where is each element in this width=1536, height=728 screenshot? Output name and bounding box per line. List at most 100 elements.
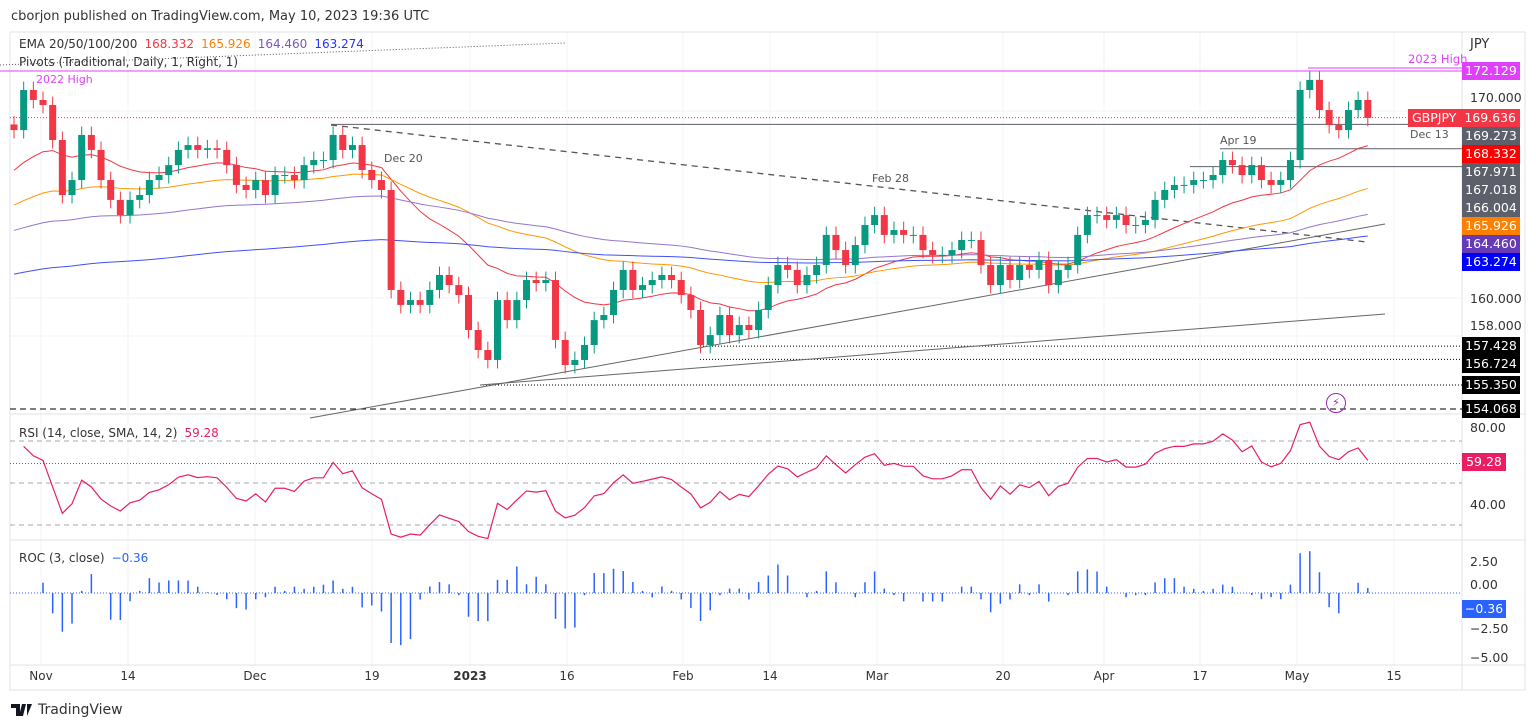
candle-body [426, 289, 434, 305]
candle-body [1083, 215, 1091, 235]
annotation-2022-high: 2022 High [36, 73, 93, 86]
rsi-value-tag: 59.28 [1462, 453, 1506, 471]
candle-body [494, 300, 501, 360]
candle-body [136, 195, 144, 200]
ema200-line [13, 235, 1368, 275]
candle-body [1364, 99, 1372, 118]
candle-body [745, 324, 753, 331]
x-axis-tick: Dec [243, 669, 267, 683]
candle-body [126, 199, 134, 216]
candle-body [629, 269, 637, 290]
roc-legend: ROC (3, close) −0.36 [19, 551, 155, 565]
publish-info: cborjon published on TradingView.com, Ma… [11, 9, 430, 24]
candle-body [503, 300, 511, 321]
candle-body [513, 300, 521, 321]
roc-value: −0.36 [111, 551, 149, 565]
candle-body [726, 315, 734, 336]
candle-body [358, 145, 366, 170]
candle-body [20, 90, 28, 131]
rsi-tick: 40.00 [1470, 497, 1506, 512]
roc-tick: −5.00 [1470, 650, 1509, 665]
roc-tick: 2.50 [1470, 554, 1498, 569]
candle-body [145, 180, 153, 196]
ema-legend: EMA 20/50/100/200 168.332 165.926 164.460 16… [19, 37, 371, 51]
candle-body [474, 330, 482, 351]
candle-body [348, 145, 356, 150]
symbol-price: 169.636 [1464, 109, 1517, 125]
price-level-tag: 166.004 [1462, 198, 1520, 217]
price-level-tag: 156.724 [1462, 355, 1520, 374]
candle-body [1025, 265, 1033, 270]
symbol-name: GBPJPY [1411, 109, 1457, 125]
price-level-tag: 155.350 [1462, 376, 1520, 395]
x-axis-tick: 17 [1192, 669, 1208, 683]
candle-body [290, 175, 298, 181]
annotation-dec20: Dec 20 [384, 152, 423, 165]
candle-body [10, 124, 18, 131]
candle-body [1045, 259, 1053, 286]
candle-body [832, 234, 840, 251]
rsi-value: 59.28 [184, 426, 219, 440]
candle-body [600, 315, 608, 321]
candle-body [174, 149, 182, 166]
candle-body [339, 134, 347, 150]
ascending-trend-line-lower [479, 313, 1386, 386]
x-axis-tick: 16 [559, 669, 575, 683]
price-level-tag: 163.274 [1462, 252, 1520, 271]
candle-body [1209, 175, 1217, 181]
candle-body [948, 250, 956, 255]
candle-body [542, 280, 550, 284]
candle-body [97, 149, 105, 181]
candle-body [793, 269, 801, 286]
candle-body [851, 245, 859, 266]
candle-body [87, 134, 95, 150]
candle-body [387, 189, 395, 290]
candle-body [1006, 265, 1014, 281]
annotation-2023-high: 2023 High [1408, 52, 1468, 66]
candle-body [203, 148, 211, 150]
candle-body [890, 230, 898, 235]
x-axis-tick: Nov [29, 669, 53, 683]
candle-body [232, 165, 240, 185]
candle-body [716, 315, 724, 336]
price-level-tag: 165.926 [1462, 216, 1520, 235]
candle-body [329, 134, 337, 161]
candle-body [1112, 215, 1120, 220]
candle-body [435, 274, 443, 290]
candle-body [938, 254, 946, 256]
tradingview-logo[interactable]: TradingView [11, 702, 123, 718]
candle-body [619, 269, 627, 290]
candle-body [1219, 160, 1227, 176]
lightning-icon[interactable]: ⚡ [1326, 393, 1346, 413]
currency-label: JPY [1470, 37, 1490, 52]
candle-body [29, 90, 37, 100]
x-axis-tick: 20 [995, 669, 1011, 683]
candle-body [1190, 180, 1198, 185]
symbol-price-tag: GBPJPY 169.636 [1408, 108, 1520, 127]
candle-body [1132, 224, 1140, 226]
ema50-value: 165.926 [201, 37, 251, 51]
candle-body [900, 230, 908, 235]
price-level-tag: 172.129 [1462, 61, 1520, 80]
ema100-line [13, 195, 1368, 261]
candle-body [68, 180, 76, 196]
candle-body [803, 274, 811, 286]
roc-tick: −2.50 [1470, 621, 1509, 636]
candle-body [677, 280, 685, 296]
candle-body [368, 169, 376, 181]
x-axis-tick: Apr [1093, 669, 1115, 683]
candle-body [842, 250, 850, 266]
candle-body [755, 309, 763, 331]
candle-body [1054, 269, 1062, 286]
candle-body [1335, 125, 1343, 131]
candle-body [242, 184, 250, 190]
candle-body [1286, 160, 1294, 181]
candle-body [155, 175, 163, 181]
candle-body [1325, 110, 1333, 126]
tradingview-logo-icon [11, 704, 32, 716]
candle-body [561, 339, 569, 366]
candle-body [706, 335, 714, 345]
price-tick: 170.000 [1470, 90, 1522, 105]
candle-body [1277, 180, 1285, 185]
